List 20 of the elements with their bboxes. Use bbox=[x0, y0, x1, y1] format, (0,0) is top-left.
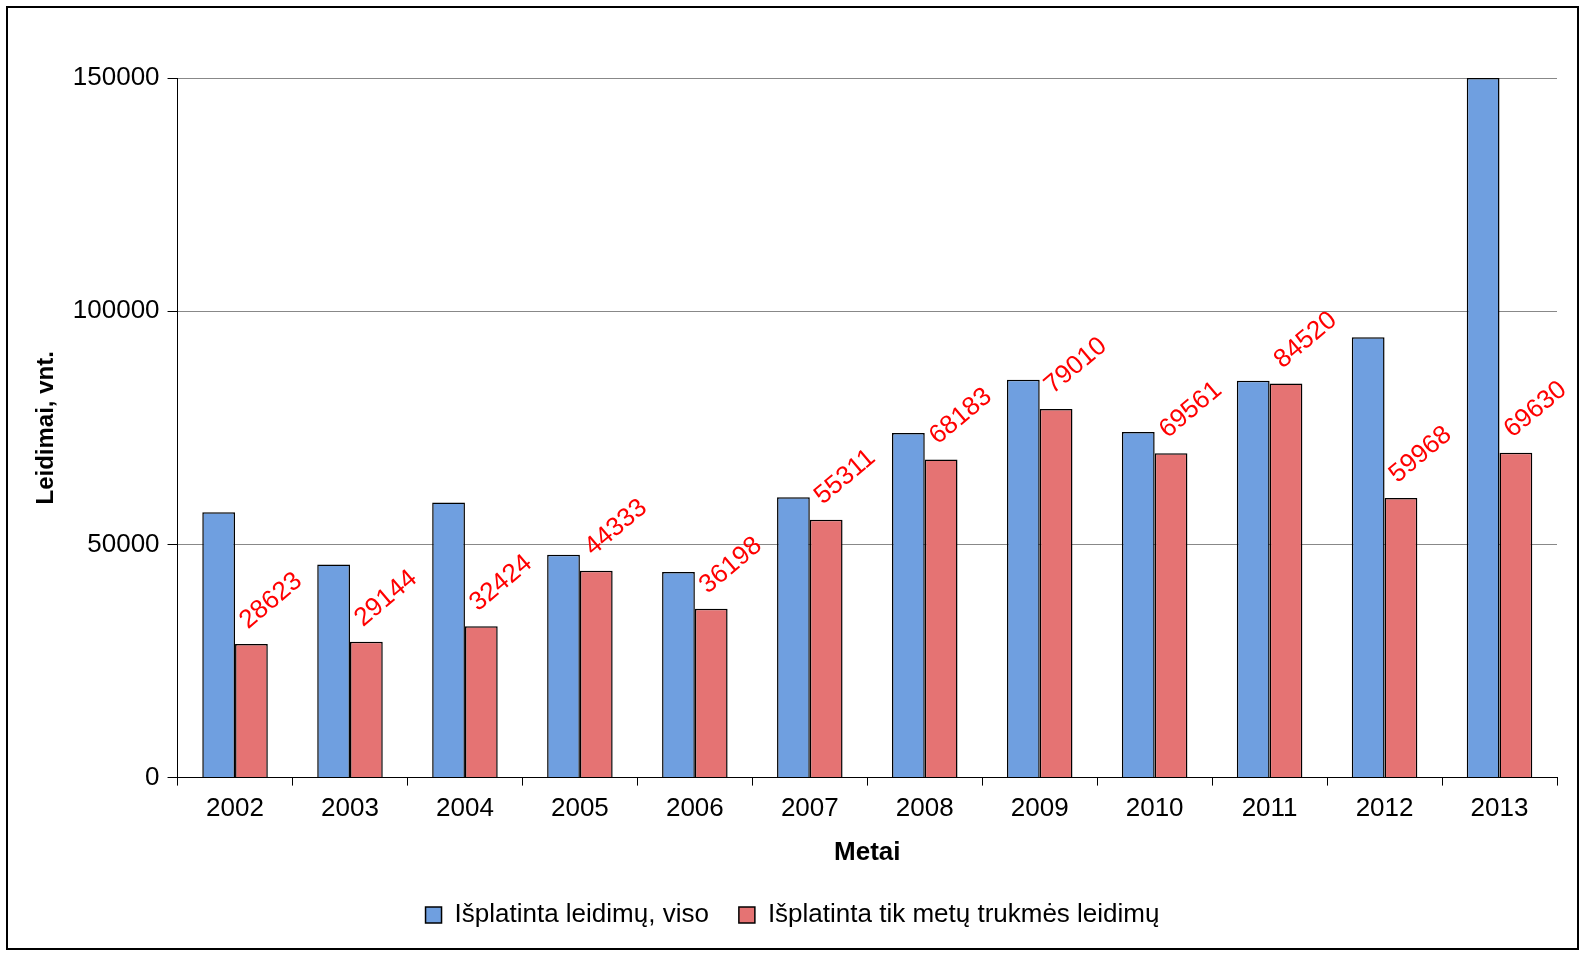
y-axis-title: Leidimai, vnt. bbox=[31, 351, 59, 505]
x-tick-label: 2008 bbox=[895, 792, 954, 823]
x-tick-label: 2007 bbox=[780, 792, 839, 823]
y-tick-label: 50000 bbox=[87, 527, 160, 558]
x-tick-label: 2005 bbox=[550, 792, 609, 823]
x-tick-label: 2012 bbox=[1355, 792, 1414, 823]
x-axis-title: Metai bbox=[834, 835, 901, 866]
x-tick-label: 2006 bbox=[665, 792, 724, 823]
x-tick-label: 2004 bbox=[436, 792, 494, 823]
x-tick-label: 2002 bbox=[206, 792, 264, 823]
legend-label: Išplatinta leidimų, viso bbox=[454, 898, 709, 929]
legend-label: Išplatinta tik metų trukmės leidimų bbox=[767, 898, 1160, 929]
y-tick-label: 150000 bbox=[72, 61, 160, 92]
x-tick-label: 2009 bbox=[1010, 792, 1069, 823]
x-tick-label: 2011 bbox=[1241, 792, 1298, 823]
y-tick-label: 100000 bbox=[72, 294, 160, 325]
y-tick-label: 0 bbox=[145, 760, 160, 791]
x-tick-label: 2003 bbox=[321, 792, 379, 823]
x-tick-label: 2010 bbox=[1125, 792, 1184, 823]
x-tick-label: 2013 bbox=[1470, 792, 1529, 823]
